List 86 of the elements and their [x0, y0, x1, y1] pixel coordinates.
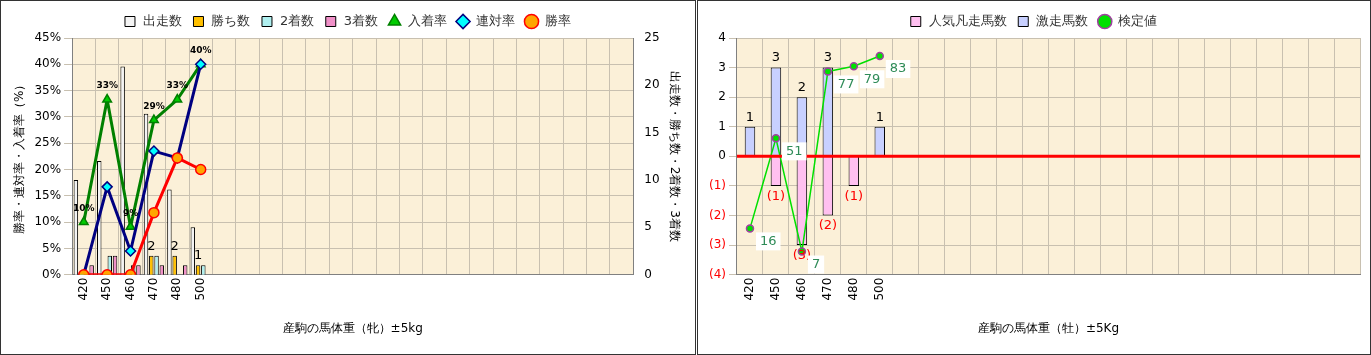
- y-tick-label: 5%: [42, 240, 62, 255]
- y-tick-label: (3): [709, 237, 726, 252]
- data-label: 83: [889, 60, 907, 76]
- data-label: 29%: [143, 100, 165, 111]
- data-label: 1: [193, 247, 203, 263]
- y2-tick-label: 20: [644, 77, 660, 92]
- x-tick-label: 500: [871, 277, 886, 301]
- x-tick-label: 470: [146, 277, 161, 301]
- y-tick-label: 25%: [34, 135, 62, 150]
- legend-label: 2着数: [279, 12, 315, 28]
- data-label: (2): [818, 217, 838, 233]
- legend-label: 連対率: [476, 12, 516, 28]
- y-tick-label: 0%: [42, 266, 62, 281]
- point: [849, 62, 859, 71]
- y-tick-label: 2: [718, 89, 726, 104]
- y-axis-title: 勝率・連対率・入着率（%）: [12, 78, 27, 235]
- point: [745, 224, 755, 233]
- legend-label: 激走馬数: [1036, 12, 1089, 28]
- data-label: 7: [811, 255, 821, 271]
- legend-label: 勝率: [544, 12, 571, 28]
- data-label: 2: [797, 79, 807, 95]
- x-tick-label: 420: [742, 277, 757, 301]
- legend-label: 出走数: [142, 12, 182, 28]
- point: [102, 93, 113, 103]
- data-label: 33%: [96, 80, 118, 91]
- point: [148, 206, 160, 219]
- x-tick-label: 450: [99, 277, 114, 301]
- data-label: (1): [766, 187, 786, 203]
- y-tick-label: 30%: [34, 109, 62, 124]
- x-tick-label: 460: [122, 277, 137, 301]
- y-tick-label: (4): [709, 266, 726, 281]
- data-label: 1: [745, 108, 755, 124]
- data-label: 51: [785, 142, 803, 158]
- data-label: 3: [771, 49, 781, 65]
- y-tick-label: 45%: [34, 30, 62, 45]
- x-tick-label: 420: [75, 277, 90, 301]
- legend-label: 人気凡走馬数: [928, 12, 1007, 28]
- y-tick-label: (1): [709, 178, 726, 193]
- data-label: 2: [147, 237, 156, 253]
- x-tick-label: 480: [169, 277, 184, 301]
- data-label: 77: [837, 75, 855, 91]
- data-label: 9%: [122, 207, 139, 218]
- y-tick-label: 1: [718, 118, 726, 133]
- y2-tick-label: 5: [644, 219, 652, 234]
- x-tick-label: 480: [845, 277, 860, 301]
- data-label: 16: [759, 232, 777, 248]
- point: [875, 51, 885, 61]
- x-tick-label: 460: [794, 277, 809, 301]
- x-axis-title: 産駒の馬体重（牝）±5kg: [282, 320, 423, 335]
- y-tick-label: (2): [709, 207, 726, 222]
- point: [78, 216, 89, 226]
- point: [771, 134, 781, 143]
- x-tick-label: 500: [192, 277, 207, 301]
- point: [172, 93, 183, 103]
- legend-label: 3着数: [343, 12, 379, 28]
- x-tick-label: 450: [768, 277, 783, 301]
- data-label: 3: [823, 49, 832, 65]
- y-tick-label: 10%: [34, 214, 62, 229]
- point: [148, 114, 159, 124]
- data-label: (1): [844, 187, 864, 203]
- y2-tick-label: 0: [644, 266, 652, 281]
- y-tick-label: 15%: [34, 187, 62, 202]
- y-tick-label: 0: [718, 148, 726, 163]
- y-tick-label: 3: [718, 59, 726, 74]
- data-label: 1: [875, 108, 884, 124]
- x-axis-title: 産駒の馬体重（牡）±5Kg: [977, 320, 1120, 335]
- legend-label: 入着率: [407, 12, 447, 28]
- x-tick-label: 470: [819, 277, 834, 301]
- data-label: 79: [863, 70, 881, 86]
- point: [148, 145, 160, 157]
- point: [823, 67, 833, 76]
- point: [194, 163, 207, 176]
- point: [124, 245, 137, 257]
- legend-label: 勝ち数: [211, 12, 251, 28]
- y2-tick-label: 15: [644, 124, 660, 139]
- y2-axis-title: 出走数・勝ち数・2着数・3着数: [667, 70, 682, 242]
- data-label: 2: [170, 237, 179, 253]
- y-tick-label: 40%: [34, 56, 62, 71]
- y-tick-label: 20%: [34, 161, 62, 176]
- point: [101, 181, 113, 193]
- legend-label: 検定値: [1117, 12, 1157, 28]
- y-tick-label: 35%: [34, 82, 62, 97]
- y-tick-label: 4: [718, 30, 726, 45]
- y2-tick-label: 10: [644, 172, 660, 187]
- y2-tick-label: 25: [644, 30, 660, 45]
- data-label: 40%: [189, 45, 212, 56]
